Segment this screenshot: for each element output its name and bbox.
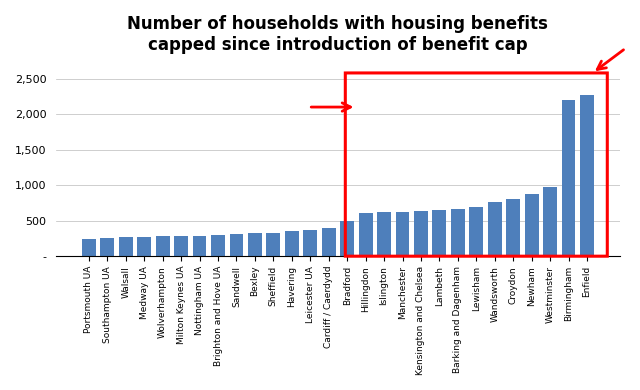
Bar	[82, 239, 96, 256]
Bar	[469, 207, 483, 256]
Bar	[506, 199, 520, 256]
Bar	[119, 238, 132, 256]
Bar	[174, 236, 188, 256]
Bar	[580, 95, 594, 256]
Bar	[193, 236, 207, 256]
Bar	[433, 210, 446, 256]
Title: Number of households with housing benefits
capped since introduction of benefit : Number of households with housing benefi…	[127, 15, 548, 54]
Bar	[562, 100, 575, 256]
Bar	[211, 235, 225, 256]
Bar	[285, 231, 299, 256]
Bar	[303, 230, 317, 256]
Bar	[451, 209, 465, 256]
Bar	[396, 212, 410, 256]
Bar	[414, 211, 428, 256]
Bar	[248, 234, 262, 256]
Bar	[543, 187, 557, 256]
Bar	[138, 237, 151, 256]
Bar	[377, 212, 391, 256]
Bar	[488, 202, 502, 256]
Bar	[358, 213, 372, 256]
Bar	[525, 193, 539, 256]
Bar	[230, 234, 243, 256]
Bar	[156, 236, 170, 256]
Bar	[322, 229, 335, 256]
Bar	[340, 221, 354, 256]
Bar	[266, 233, 280, 256]
Bar	[100, 238, 114, 256]
